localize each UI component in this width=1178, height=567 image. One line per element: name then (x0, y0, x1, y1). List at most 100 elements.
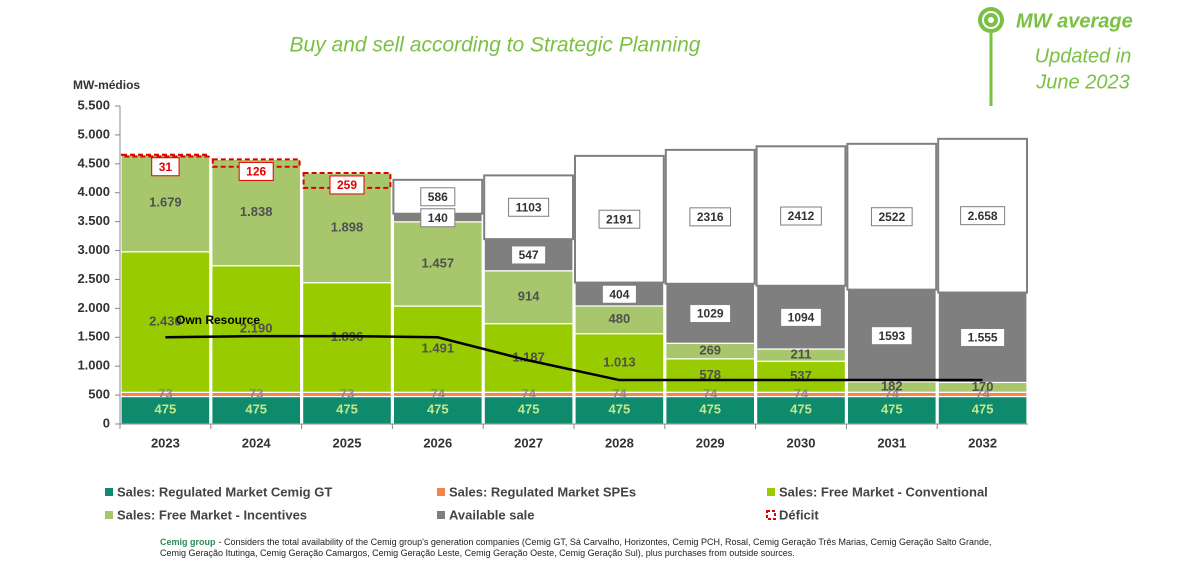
label-bg (238, 161, 274, 181)
legend-label: Sales: Regulated Market Cemig GT (117, 484, 332, 499)
label-bg (508, 197, 550, 217)
x-tick-label: 2026 (423, 435, 452, 450)
updated-note: Updated in (1035, 45, 1132, 67)
value-label: 1103 (516, 200, 542, 214)
value-label: 2316 (697, 210, 724, 224)
footnote: Cemig group - Considers the total availab… (160, 537, 1020, 559)
value-label: 475 (336, 402, 358, 417)
bar-segment (211, 265, 302, 393)
label-box: 31 (151, 157, 180, 177)
value-label: 475 (699, 402, 721, 417)
label-bg (780, 206, 822, 226)
value-label: 269 (699, 342, 721, 357)
own-resource-label: Own Resource (176, 313, 260, 327)
legend-label: Sales: Free Market - Conventional (779, 484, 988, 499)
value-label: 475 (790, 402, 812, 417)
chart-title: Buy and sell according to Strategic Plan… (290, 34, 701, 57)
label-box: 140 (420, 208, 456, 228)
label-box: 2522 (870, 207, 913, 227)
label-bg (870, 326, 913, 346)
value-label: 74 (885, 386, 900, 401)
y-tick-label: 2.000 (77, 300, 110, 315)
value-label: 182 (881, 378, 903, 393)
label-bg (329, 175, 365, 195)
bar-segment (392, 305, 483, 393)
label-box: 1.555 (960, 327, 1006, 347)
label-box: 259 (329, 175, 365, 195)
label-bg (511, 245, 547, 265)
x-tick-label: 2028 (605, 435, 634, 450)
label-bg (870, 207, 913, 227)
value-label: 1.187 (512, 349, 545, 364)
footnote-label: Cemig group (160, 537, 216, 547)
value-label: 259 (337, 178, 357, 192)
x-tick-label: 2030 (787, 435, 816, 450)
footnote-text: - Considers the total availability of th… (160, 537, 992, 558)
value-label: 475 (155, 402, 177, 417)
value-label: 2.430 (149, 314, 182, 329)
bar-segment (937, 291, 1028, 384)
value-label: 2412 (788, 209, 815, 223)
y-tick-label: 500 (88, 387, 110, 402)
label-bg (960, 206, 1006, 226)
updated-note: June 2023 (1035, 71, 1129, 93)
legend-swatch (766, 510, 776, 520)
label-bg (151, 157, 180, 177)
value-label: 170 (972, 379, 994, 394)
value-label: 404 (609, 287, 629, 301)
value-label: 1593 (878, 329, 905, 343)
value-label: 2191 (606, 212, 633, 226)
legend-swatch (437, 488, 445, 496)
value-label: 73 (249, 386, 263, 401)
value-label: 475 (245, 402, 267, 417)
bar-segment (665, 395, 756, 425)
value-label: 480 (609, 311, 631, 326)
value-label: 74 (612, 386, 627, 401)
legend-swatch (105, 511, 113, 519)
label-box: 126 (238, 161, 274, 181)
value-label: 1094 (788, 311, 815, 325)
label-bg (960, 327, 1006, 347)
value-label: 2.190 (240, 320, 273, 335)
x-tick-label: 2023 (151, 435, 180, 450)
label-bg (780, 307, 822, 327)
value-label: 73 (158, 386, 172, 401)
value-label: 1.013 (603, 354, 636, 369)
value-label: 74 (521, 386, 536, 401)
label-box: 1103 (508, 197, 550, 217)
value-label: 578 (699, 367, 721, 382)
value-label: 475 (427, 402, 449, 417)
legend-label: Déficit (779, 507, 819, 522)
y-tick-label: 5.500 (77, 97, 110, 112)
label-bg (598, 209, 641, 229)
value-label: 1.555 (968, 331, 998, 345)
bar-segment (120, 395, 211, 425)
bar-segment (392, 395, 483, 425)
y-tick-label: 3.500 (77, 213, 110, 228)
value-label: 475 (518, 402, 540, 417)
value-label: 475 (881, 402, 903, 417)
x-tick-label: 2027 (514, 435, 543, 450)
legend-swatch (105, 488, 113, 496)
label-box: 586 (420, 187, 456, 207)
value-label: 74 (703, 386, 718, 401)
legend-label: Sales: Free Market - Incentives (117, 507, 307, 522)
y-tick-label: 0 (103, 415, 110, 430)
legend-swatch (767, 488, 775, 496)
y-axis-label: MW-médios (73, 78, 140, 92)
value-label: 74 (431, 386, 446, 401)
value-label: 1.679 (149, 195, 182, 210)
y-tick-label: 1.500 (77, 329, 110, 344)
label-bg (689, 304, 732, 324)
value-label: 547 (519, 248, 539, 262)
y-tick-label: 5.000 (77, 126, 110, 141)
bar-segment (483, 395, 574, 425)
value-label: 475 (972, 402, 994, 417)
y-tick-label: 4.000 (77, 184, 110, 199)
bar-segment (574, 395, 665, 425)
label-box: 2316 (689, 207, 732, 227)
bar-segment (665, 358, 756, 393)
label-box: 1029 (689, 304, 732, 324)
